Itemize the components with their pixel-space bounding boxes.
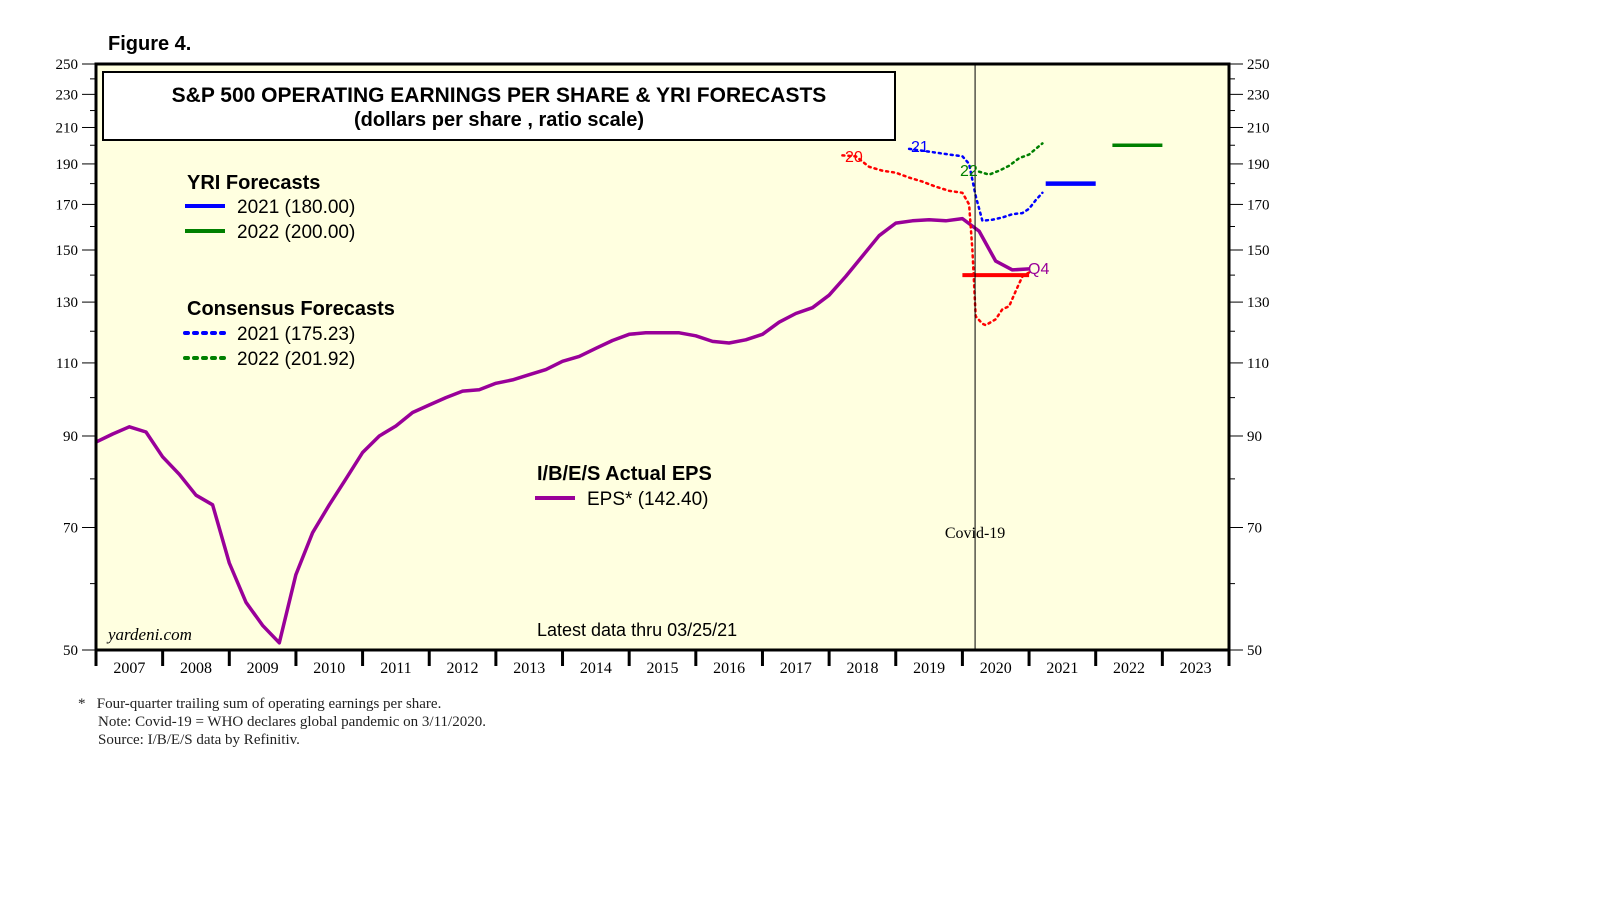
x-tick-label: 2010	[313, 660, 345, 677]
x-tick-label: 2021	[1046, 660, 1078, 677]
y-tick-label-left: 150	[56, 243, 79, 259]
footnote-line2: Note: Covid-19 = WHO declares global pan…	[98, 714, 486, 730]
y-tick-label-left: 90	[63, 429, 78, 445]
y-tick-label-right: 150	[1247, 243, 1270, 259]
legend-eps-title: I/B/E/S Actual EPS	[537, 463, 712, 485]
y-tick-label-left: 50	[63, 643, 78, 659]
chart-subtitle: (dollars per share , ratio scale)	[354, 109, 644, 131]
latest-data-note: Latest data thru 03/25/21	[537, 620, 737, 640]
x-tick-label: 2018	[846, 660, 878, 677]
plot-frame	[94, 62, 1231, 652]
x-tick-label: 2011	[380, 660, 411, 677]
legend-cons-2021-label: 2021 (175.23)	[237, 324, 355, 345]
legend-yri-2022-label: 2022 (200.00)	[237, 222, 355, 243]
consensus-2022-line	[977, 142, 1044, 176]
x-tick-label: 2016	[713, 660, 745, 677]
y-tick-label-left: 230	[56, 87, 79, 103]
x-tick-label: 2015	[647, 660, 679, 677]
consensus-2020-line	[841, 154, 1031, 327]
y-tick-label-right: 90	[1247, 429, 1262, 445]
chart-title: S&P 500 OPERATING EARNINGS PER SHARE & Y…	[172, 84, 827, 107]
y-tick-label-right: 130	[1247, 295, 1270, 311]
x-tick-label: 2014	[580, 660, 612, 677]
footnote-line3: Source: I/B/E/S data by Refinitiv.	[98, 732, 300, 748]
y-tick-label-right: 70	[1247, 520, 1262, 536]
y-tick-label-right: 110	[1247, 356, 1269, 372]
label-cons-2022: 22	[960, 163, 978, 180]
y-tick-label-left: 170	[56, 197, 79, 213]
x-tick-label: 2019	[913, 660, 945, 677]
legend-eps-label: EPS* (142.40)	[587, 489, 708, 510]
legend-consensus-title: Consensus Forecasts	[187, 298, 395, 320]
y-tick-label-left: 210	[56, 120, 79, 136]
x-tick-label: 2009	[247, 660, 279, 677]
legend-yri-title: YRI Forecasts	[187, 172, 320, 194]
label-cons-2020: 20	[845, 149, 863, 166]
consensus-2021-line	[907, 147, 1044, 223]
x-tick-label: 2008	[180, 660, 212, 677]
y-tick-label-left: 70	[63, 520, 78, 536]
x-tick-label: 2017	[780, 660, 812, 677]
label-q4: Q4	[1028, 261, 1049, 278]
label-cons-2021: 21	[911, 139, 929, 156]
y-tick-label-right: 250	[1247, 57, 1270, 73]
watermark: yardeni.com	[106, 625, 192, 644]
x-tick-label: 2007	[113, 660, 145, 677]
y-tick-label-left: 130	[56, 295, 79, 311]
footnote-line1: Four-quarter trailing sum of operating e…	[96, 696, 442, 712]
y-tick-label-left: 250	[56, 57, 79, 73]
legend-yri-2021-label: 2021 (180.00)	[237, 197, 355, 218]
y-tick-label-right: 170	[1247, 197, 1270, 213]
y-tick-label-right: 230	[1247, 87, 1270, 103]
plot-background	[96, 64, 1229, 650]
footnote-star: *	[78, 696, 86, 712]
x-tick-label: 2020	[980, 660, 1012, 677]
footnotes: * Four-quarter trailing sum of operating…	[78, 695, 486, 749]
eps-line	[95, 216, 1030, 645]
covid-label: Covid-19	[945, 525, 1005, 542]
y-tick-label-right: 210	[1247, 120, 1270, 136]
y-tick-label-right: 190	[1247, 157, 1270, 173]
chart-canvas: Figure 4. 50 50 70 70 90 90 110 110 130 130 150 150…	[56, 33, 1270, 677]
legend-cons-2022-label: 2022 (201.92)	[237, 349, 355, 370]
title-box	[102, 71, 896, 141]
x-tick-label: 2013	[513, 660, 545, 677]
y-tick-label-left: 110	[56, 356, 78, 372]
x-tick-label: 2012	[447, 660, 479, 677]
x-tick-label: 2022	[1113, 660, 1145, 677]
y-tick-label-right: 50	[1247, 643, 1262, 659]
figure-label: Figure 4.	[108, 33, 191, 55]
x-tick-label: 2023	[1180, 660, 1212, 677]
y-tick-label-left: 190	[56, 157, 79, 173]
